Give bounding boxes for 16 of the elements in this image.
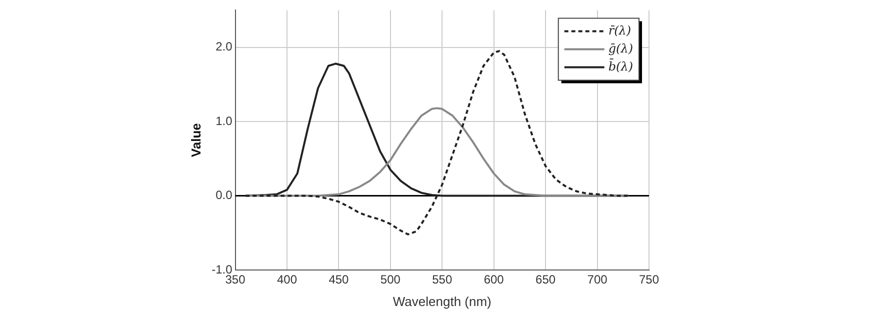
x-tick-label: 500 xyxy=(380,272,401,287)
x-tick-label: 600 xyxy=(484,272,504,287)
x-tick-label: 550 xyxy=(432,272,452,287)
y-tick-label: 2.0 xyxy=(216,40,233,54)
x-tick-label: 400 xyxy=(276,272,298,287)
x-axis-title: Wavelength (nm) xyxy=(392,294,492,309)
legend-label: ḡ(λ) xyxy=(608,41,634,56)
y-tick-label: 1.0 xyxy=(216,114,233,128)
legend-label: b̄(λ) xyxy=(608,58,634,74)
x-tick-label: 650 xyxy=(536,272,556,287)
x-tick-label: 700 xyxy=(587,272,608,287)
y-axis-title: Value xyxy=(188,123,204,158)
x-tick-label: 750 xyxy=(638,272,660,287)
x-tick-label: 450 xyxy=(328,272,350,287)
y-tick-label: 0.0 xyxy=(216,188,233,202)
legend-label: r̄(λ) xyxy=(608,23,632,38)
